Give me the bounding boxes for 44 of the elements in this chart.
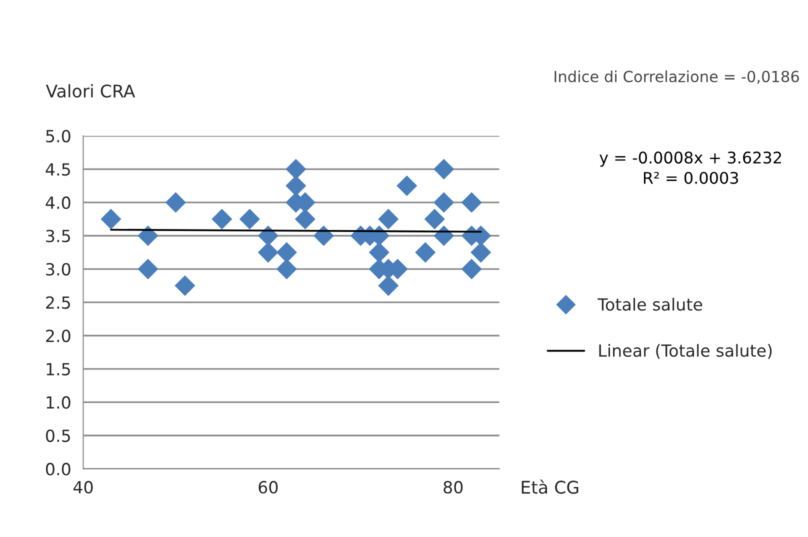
point [258,242,278,263]
x-tick-label: 80 [444,480,463,494]
y-tick-label: 0.5 [46,429,70,442]
text: Indice di Correlazione = -0,0186 [554,70,799,84]
point [212,208,232,230]
x-tick-label: 60 [258,480,278,494]
y-tick-label: 2.5 [46,296,70,309]
point [165,192,186,213]
point [396,176,418,196]
y-axis-title: Valori CRA [46,84,136,98]
y-tick-label: 3.0 [46,263,70,276]
point [100,208,122,230]
y-tick-label: 1.0 [46,396,70,409]
point [424,208,445,230]
y-tick-label: 3.5 [46,230,70,242]
legend-label: Totale salute [598,298,702,311]
y-tick-label: 4.0 [46,196,70,210]
point [461,258,482,280]
point [174,275,196,296]
y-tick-label: 1.5 [46,363,70,376]
x-tick-label: 40 [73,480,93,494]
y-tick-label: 2.0 [46,330,70,342]
point [434,158,454,180]
x-axis-title: Età CG [522,480,578,494]
point [138,225,158,246]
legend-label: Linear (Totale salute) [599,344,772,359]
point [239,208,260,230]
text: y = -0.0008x + 3.6232 R² = 0.0003 [600,152,781,184]
point [470,242,492,263]
y-tick-label: 5.0 [46,130,70,142]
point [138,258,158,280]
point [368,242,390,263]
point [286,158,306,180]
point [415,242,436,263]
point [378,208,399,230]
point [378,275,399,296]
y-tick-label: 0.0 [46,462,70,476]
point [276,258,297,280]
point [276,242,297,263]
point [286,176,306,196]
point [461,192,482,213]
point [294,208,316,230]
y-tick-label: 4.5 [46,163,70,176]
point [434,192,454,213]
